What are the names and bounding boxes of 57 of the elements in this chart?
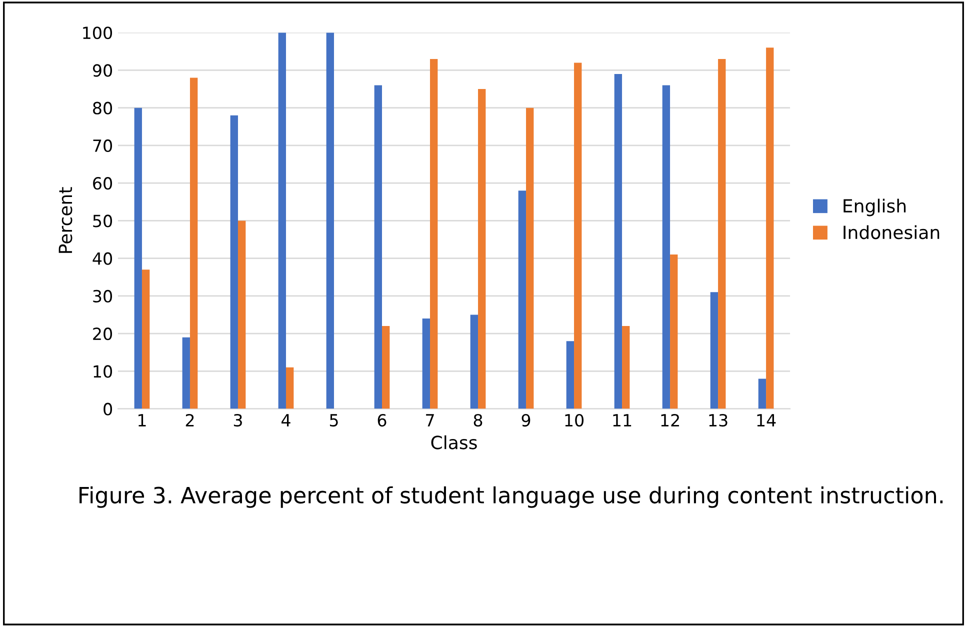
x-tick-label: 12 <box>661 414 679 426</box>
bar <box>710 292 718 409</box>
bar <box>566 341 574 409</box>
x-tick-label: 9 <box>522 414 530 427</box>
x-axis-title: Class <box>431 435 477 450</box>
bar <box>230 115 238 409</box>
bar <box>190 78 198 409</box>
y-tick-label: 40 <box>92 252 112 265</box>
bar <box>382 326 390 409</box>
x-tick-label: 1 <box>138 414 146 426</box>
y-axis-title: Percent <box>58 187 72 253</box>
bar <box>278 32 286 409</box>
x-tick-label: 3 <box>234 414 242 427</box>
y-tick-label: 80 <box>93 102 112 114</box>
bar <box>526 108 534 409</box>
y-tick-label: 10 <box>94 365 112 378</box>
bar <box>766 48 774 409</box>
x-tick-label: 13 <box>709 414 728 427</box>
bar <box>622 326 630 409</box>
y-tick-label: 60 <box>93 177 112 190</box>
bar <box>182 337 190 409</box>
bar <box>374 85 382 409</box>
x-tick-label: 4 <box>282 414 290 426</box>
caption: Figure 3. Average percent of student language use during content instruction. <box>80 486 943 508</box>
y-tick-label: 100 <box>83 26 112 40</box>
y-tick-label: 50 <box>93 214 112 228</box>
bar <box>670 254 678 409</box>
bar <box>662 85 670 409</box>
x-tick-label: 6 <box>378 414 386 427</box>
x-tick-label: 7 <box>426 414 434 426</box>
x-tick-label: 11 <box>613 414 632 426</box>
bar <box>422 318 430 409</box>
bar <box>286 367 294 409</box>
bar <box>326 32 334 409</box>
legend-label: English <box>844 198 906 216</box>
bar <box>430 58 438 409</box>
bar <box>518 190 526 409</box>
x-tick-label: 14 <box>757 414 776 426</box>
x-tick-label: 8 <box>474 414 482 427</box>
y-tick-label: 30 <box>93 290 112 303</box>
x-tick-label: 10 <box>565 414 584 427</box>
legend-label: Indonesian <box>844 225 940 240</box>
x-tick-label: 2 <box>186 414 194 426</box>
bar <box>478 89 486 409</box>
bar <box>134 108 142 409</box>
y-tick-label: 70 <box>93 139 112 152</box>
bar <box>758 378 766 409</box>
y-tick-label: 0 <box>104 402 112 416</box>
bar <box>574 62 582 409</box>
y-tick-label: 90 <box>92 64 112 77</box>
bar <box>238 220 246 409</box>
bar <box>614 74 622 409</box>
bar <box>718 58 726 409</box>
bar <box>470 314 478 409</box>
x-tick-label: 5 <box>330 414 338 427</box>
bar <box>142 270 150 409</box>
y-tick-label: 20 <box>93 328 112 340</box>
